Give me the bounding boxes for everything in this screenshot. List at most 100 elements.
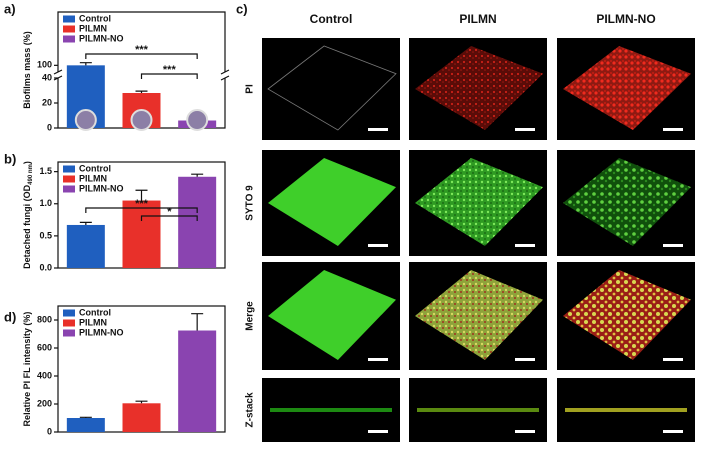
column-header: Control [310,12,353,26]
error-bar [135,90,148,93]
y-tick-label: 20 [42,97,52,107]
y-tick-label: 400 [37,370,52,380]
panel-label: c) [236,1,248,16]
micrograph-surface [563,270,691,360]
legend-label: Control [79,13,111,23]
error-bar [79,62,92,66]
significance-bracket [140,73,198,79]
micrograph-slice [417,408,539,412]
panel-label: d) [4,309,16,324]
scale-bar [515,128,535,131]
micrograph-surface [415,46,543,130]
significance-label: * [167,206,172,218]
scale-bar [515,244,535,247]
legend-label: PILMN [79,23,107,33]
legend-swatch [63,175,75,183]
micrograph-slice [565,408,687,412]
y-tick-label: 0 [47,122,52,132]
scale-bar [368,128,388,131]
row-label: SYTO 9 [245,185,256,221]
panel-label: b) [4,151,16,166]
legend-label: PILMN-NO [79,183,124,193]
micrograph-surface [415,158,543,246]
significance-bracket [85,207,198,213]
significance-label: *** [163,64,177,76]
y-label-text: Detached fungi (OD [22,184,32,269]
row-label: Merge [245,301,256,331]
legend-swatch [63,185,75,193]
legend-swatch [63,165,75,173]
panel-label: a) [4,1,16,16]
y-label-text: Biofilms mass (%) [22,31,32,109]
scale-bar [663,128,683,131]
scale-bar [368,358,388,361]
significance-bracket [85,53,198,59]
dish-image [74,109,97,131]
column-header: PILMN-NO [596,12,655,26]
y-tick-label: 1.0 [39,198,52,208]
legend-label: PILMN-NO [79,327,124,337]
significance-label: *** [135,198,149,210]
error-bar [135,189,148,201]
significance-label: *** [135,44,149,56]
error-bar [191,313,204,331]
dish-image [130,109,153,131]
y-tick-label: 200 [37,398,52,408]
bar [122,200,161,268]
dish-image [186,109,209,131]
error-bar [79,221,92,225]
micrograph-surface [268,270,396,360]
y-tick-label: 600 [37,342,52,352]
legend-label: Control [79,163,111,173]
significance-bracket [140,215,198,221]
micrograph-surface [268,158,396,246]
y-tick-label: 40 [42,72,52,82]
micrograph-surface [563,46,691,130]
legend-swatch [63,15,75,23]
scale-bar [368,244,388,247]
scale-bar [663,358,683,361]
y-tick-label: 1.5 [39,166,52,176]
y-tick-label: 0 [47,426,52,436]
y-axis-label: Relative PI FL intensity (%) [22,312,32,427]
y-label-end: ) [22,161,32,164]
y-label-text: Relative PI FL intensity (%) [22,312,32,427]
legend-label: PILMN [79,317,107,327]
y-axis-label: Biofilms mass (%) [22,31,32,109]
bar [178,330,217,432]
y-label-sub: 490 nm [28,164,34,185]
bar [66,418,105,432]
micrograph-slice [270,408,392,412]
micrograph-surface [415,270,543,360]
legend-swatch [63,309,75,317]
legend-swatch [63,329,75,337]
legend-swatch [63,25,75,33]
y-tick-label: 0.0 [39,262,52,272]
scale-bar [663,430,683,433]
row-label: Z-stack [245,392,256,427]
scale-bar [515,430,535,433]
bar [66,224,105,268]
error-bar [191,173,204,177]
error-bar [79,416,92,418]
y-tick-label: 0.5 [39,230,52,240]
scale-bar [663,244,683,247]
axis-break [220,69,230,81]
legend-swatch [63,319,75,327]
scale-bar [368,430,388,433]
column-header: PILMN [459,12,496,26]
bar [178,176,217,268]
legend-label: PILMN-NO [79,33,124,43]
legend-label: PILMN [79,173,107,183]
y-tick-label: 800 [37,314,52,324]
row-label: PI [245,84,256,94]
legend-label: Control [79,307,111,317]
y-tick-label: 100 [37,60,52,70]
y-axis-label: Detached fungi (OD490 nm) [22,161,33,269]
error-bar [135,400,148,404]
bar [122,403,161,432]
micrograph-surface [563,158,691,246]
scale-bar [515,358,535,361]
micrograph-surface [267,45,397,131]
